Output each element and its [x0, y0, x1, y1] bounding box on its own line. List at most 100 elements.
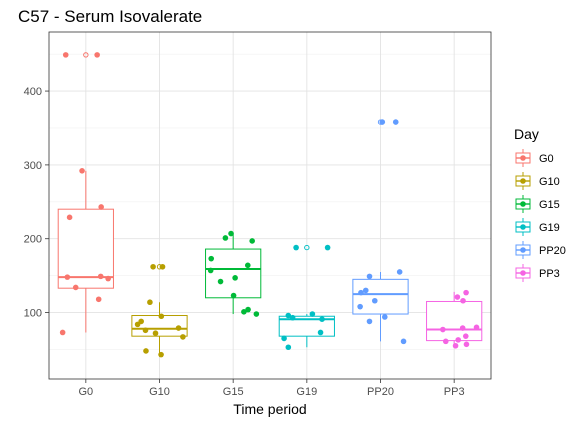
- data-point: [382, 314, 388, 320]
- x-tick-label: G10: [149, 386, 170, 398]
- y-tick-label: 100: [24, 308, 42, 320]
- data-point: [94, 52, 100, 58]
- data-point: [241, 309, 247, 315]
- data-point: [366, 273, 373, 280]
- data-point: [147, 299, 153, 306]
- data-point: [463, 289, 469, 296]
- data-point: [253, 311, 260, 317]
- data-point: [142, 327, 149, 334]
- data-point: [249, 238, 255, 244]
- legend-title: Day: [514, 126, 539, 142]
- data-point: [357, 303, 363, 310]
- data-point: [175, 325, 182, 331]
- legend-label: G10: [539, 176, 560, 188]
- data-point: [319, 316, 325, 322]
- data-point: [289, 314, 296, 321]
- data-point: [400, 338, 407, 345]
- data-point: [152, 330, 159, 337]
- data-point: [98, 204, 104, 210]
- panel-border: [48, 31, 492, 380]
- legend-item-g10: G10: [514, 172, 560, 190]
- data-point: [396, 269, 403, 275]
- data-point: [105, 275, 111, 282]
- data-point: [180, 334, 186, 340]
- x-tick-label: PP20: [367, 386, 394, 398]
- data-point: [159, 263, 166, 270]
- legend-item-pp3: PP3: [514, 264, 560, 282]
- data-point: [59, 329, 66, 336]
- y-tick-label: 300: [24, 160, 42, 172]
- data-point: [97, 273, 104, 280]
- data-point: [455, 337, 462, 343]
- legend-item-g0: G0: [514, 149, 554, 167]
- legend-key-point: [520, 224, 526, 230]
- data-point: [379, 119, 386, 125]
- legend-key-point: [520, 155, 526, 161]
- data-point: [230, 292, 237, 299]
- data-point: [358, 289, 364, 296]
- data-point: [324, 244, 331, 251]
- legend-item-g15: G15: [514, 195, 560, 213]
- y-tick-label: 200: [24, 234, 42, 246]
- legend-label: PP20: [539, 245, 566, 257]
- data-point: [285, 312, 292, 319]
- data-point: [460, 297, 466, 304]
- data-point: [95, 296, 102, 303]
- x-axis-title: Time period: [233, 401, 306, 417]
- data-point: [362, 287, 369, 294]
- data-point: [371, 297, 378, 304]
- x-tick-label: G15: [223, 386, 244, 398]
- chart-title: C57 - Serum Isovalerate: [18, 7, 202, 26]
- data-point: [473, 324, 480, 331]
- data-point: [459, 325, 466, 331]
- panel-background: [49, 32, 491, 379]
- data-point: [143, 348, 149, 354]
- data-point: [293, 244, 299, 251]
- data-point: [79, 168, 85, 174]
- legend-key-point: [520, 247, 526, 253]
- data-point: [232, 275, 238, 281]
- data-point: [208, 255, 215, 262]
- data-point: [66, 214, 73, 221]
- data-point: [158, 313, 165, 320]
- data-point: [462, 333, 469, 339]
- data-point: [158, 351, 164, 358]
- box: [205, 248, 262, 299]
- data-point: [463, 341, 470, 348]
- data-point: [64, 274, 71, 280]
- data-point: [207, 267, 214, 274]
- legend-label: G0: [539, 153, 554, 165]
- data-point: [366, 318, 373, 325]
- x-tick-label: G19: [296, 386, 317, 398]
- box-group-g10: [131, 263, 188, 358]
- legend-item-g19: G19: [514, 218, 560, 236]
- outlier-point: [304, 244, 310, 251]
- x-tick-label: G0: [78, 386, 93, 398]
- box-group-pp20: [352, 119, 409, 345]
- legend-label: G19: [539, 222, 560, 234]
- legend-item-pp20: PP20: [514, 241, 566, 259]
- data-point: [62, 52, 69, 58]
- legend-key-point: [520, 178, 526, 184]
- outlier-point: [83, 52, 89, 58]
- data-point: [440, 326, 446, 333]
- x-tick-label: PP3: [444, 386, 465, 398]
- box: [57, 208, 114, 289]
- box-group-g0: [57, 52, 114, 336]
- data-point: [392, 119, 399, 125]
- legend-key-point: [520, 270, 526, 276]
- legend-label: G15: [539, 199, 560, 211]
- data-point: [309, 311, 316, 317]
- data-point: [317, 329, 324, 336]
- legend-key-point: [520, 201, 526, 207]
- data-point: [244, 262, 251, 269]
- data-point: [222, 235, 229, 241]
- data-point: [217, 278, 224, 285]
- data-point: [150, 263, 156, 270]
- data-point: [442, 338, 449, 345]
- data-point: [452, 342, 459, 349]
- legend-label: PP3: [539, 268, 560, 280]
- data-point: [72, 284, 79, 291]
- data-point: [228, 230, 234, 237]
